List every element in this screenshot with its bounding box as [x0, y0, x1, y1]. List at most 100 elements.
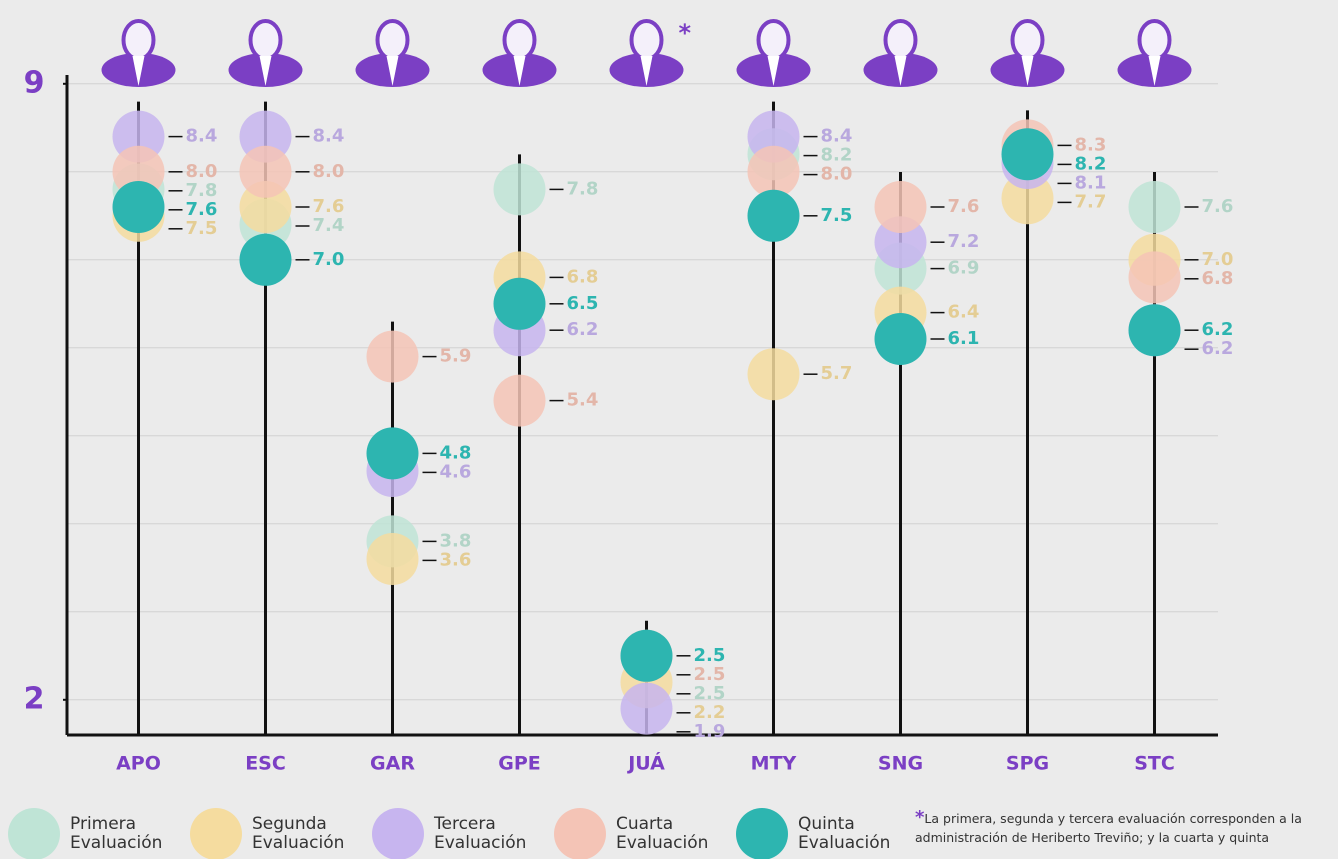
dot — [493, 163, 546, 216]
value-label: 7.7 — [1075, 191, 1107, 212]
value-label: 7.8 — [567, 178, 599, 199]
value-label: 6.2 — [1202, 338, 1234, 359]
value-label: 2.5 — [694, 645, 726, 666]
legend-swatch — [554, 808, 606, 859]
portrait — [482, 19, 557, 87]
portrait-collar — [640, 56, 653, 86]
legend-label: Cuarta Evaluación — [616, 814, 709, 853]
x-tick-label: APO — [116, 753, 161, 775]
portrait — [863, 19, 938, 87]
legend-label: Quinta Evaluación — [798, 814, 891, 853]
x-tick-label: ESC — [245, 753, 286, 775]
portrait — [736, 19, 811, 87]
portrait-head — [248, 19, 283, 61]
value-label: 8.1 — [1075, 172, 1107, 193]
legend-item: Primera Evaluación — [8, 808, 170, 859]
value-label: 8.4 — [313, 126, 345, 147]
value-label: 7.8 — [186, 180, 218, 201]
portrait-collar — [1148, 56, 1161, 86]
portrait — [609, 19, 684, 87]
value-label: 6.1 — [948, 328, 980, 349]
value-label: 5.7 — [821, 363, 853, 384]
portrait-collar — [1021, 56, 1034, 86]
dot — [620, 629, 673, 682]
dot — [874, 313, 927, 365]
portrait-head — [375, 19, 410, 61]
value-label: 8.0 — [313, 161, 345, 182]
legend-swatch — [736, 808, 788, 859]
x-tick-label: GAR — [370, 753, 415, 775]
portrait-collar — [132, 56, 145, 86]
dot — [1128, 304, 1181, 357]
value-label: 6.8 — [1202, 268, 1234, 289]
value-label: 8.3 — [1075, 134, 1107, 155]
x-tick-label: JUÁ — [626, 752, 665, 775]
dot — [239, 145, 292, 198]
legend-label: Segunda Evaluación — [252, 814, 345, 853]
dot — [1001, 128, 1054, 181]
legend-swatch — [190, 808, 242, 859]
portrait-collar — [513, 56, 526, 86]
y-tick-label: 2 — [24, 681, 45, 716]
value-label: 7.6 — [186, 199, 218, 220]
portrait — [101, 19, 176, 87]
portrait — [228, 19, 303, 87]
portrait-head — [629, 19, 664, 61]
dot — [493, 374, 546, 427]
value-label: 6.2 — [1202, 319, 1234, 340]
value-label: 3.8 — [440, 530, 472, 551]
value-label: 7.4 — [313, 215, 345, 236]
dot — [620, 682, 673, 735]
legend-item: Quinta Evaluación — [736, 808, 898, 859]
dot — [493, 277, 546, 330]
value-label: 8.0 — [821, 164, 853, 185]
value-label: 8.4 — [821, 126, 853, 147]
legend-item: Segunda Evaluación — [190, 808, 352, 859]
dot — [747, 145, 800, 198]
value-label: 5.9 — [440, 346, 472, 367]
portrait-collar — [894, 56, 907, 86]
dot — [747, 189, 800, 242]
footnote-marker: * — [679, 19, 692, 47]
portrait-head — [756, 19, 791, 61]
y-tick-label: 9 — [24, 65, 45, 100]
dot — [366, 533, 419, 585]
value-label: 6.9 — [948, 258, 980, 279]
dot — [366, 330, 419, 383]
value-label: 8.0 — [186, 161, 218, 182]
value-label: 7.2 — [948, 231, 980, 252]
value-label: 7.0 — [313, 249, 345, 270]
portrait-head — [502, 19, 537, 61]
x-tick-label: SPG — [1006, 753, 1049, 775]
value-label: 7.5 — [821, 205, 853, 226]
legend-swatch — [372, 808, 424, 859]
value-label: 4.6 — [440, 461, 472, 482]
dot — [1128, 251, 1181, 304]
portrait-collar — [259, 56, 272, 86]
dot — [747, 348, 800, 401]
portrait-collar — [767, 56, 780, 86]
legend-label: Tercera Evaluación — [434, 814, 527, 853]
value-label: 6.5 — [567, 293, 599, 314]
value-label: 7.6 — [313, 196, 345, 217]
value-label: 6.2 — [567, 319, 599, 340]
footnote-text: La primera, segunda y tercera evaluación… — [915, 811, 1302, 845]
portrait — [990, 19, 1065, 87]
dot — [874, 181, 927, 233]
portrait-collar — [386, 56, 399, 86]
value-label: 8.2 — [821, 145, 853, 166]
x-tick-label: GPE — [498, 753, 541, 775]
portrait — [1117, 19, 1192, 87]
portrait — [355, 19, 430, 87]
value-label: 4.8 — [440, 442, 472, 463]
portrait-head — [121, 19, 156, 61]
portrait-head — [1010, 19, 1045, 61]
legend-item: Cuarta Evaluación — [554, 808, 716, 859]
footnote-marker: * — [915, 807, 925, 828]
footnote: *La primera, segunda y tercera evaluació… — [915, 808, 1325, 847]
dot — [239, 233, 292, 286]
portrait-head — [883, 19, 918, 61]
value-label: 5.4 — [567, 390, 599, 411]
